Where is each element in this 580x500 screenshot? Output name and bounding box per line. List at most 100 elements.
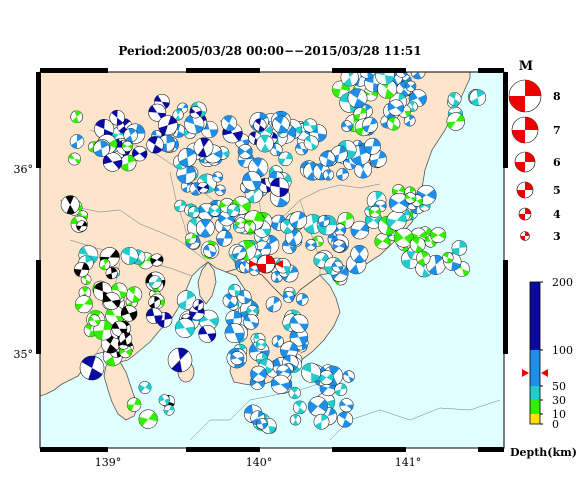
focal-mechanism <box>102 292 121 310</box>
focal-mechanism <box>126 286 143 303</box>
focal-mechanism <box>230 351 245 366</box>
focal-mechanism <box>158 115 178 136</box>
focal-mechanism <box>442 251 454 264</box>
focal-mechanism <box>243 220 256 234</box>
focal-mechanism <box>226 203 240 217</box>
depth-scale-label: Depth(km) <box>510 446 577 459</box>
focal-mechanism <box>93 320 114 341</box>
focal-mechanism <box>105 305 126 326</box>
focal-mechanism <box>451 240 468 256</box>
focal-mechanism <box>307 396 328 417</box>
focal-mechanism <box>174 199 187 213</box>
focal-mechanism <box>235 217 247 229</box>
focal-mechanism <box>163 404 175 416</box>
focal-mechanism <box>293 400 307 415</box>
focal-mechanism <box>197 181 209 194</box>
magnitude-legend-label: 6 <box>553 156 561 169</box>
focal-mechanism <box>176 290 197 310</box>
focal-mechanism <box>146 307 163 324</box>
focal-mechanism <box>271 374 291 394</box>
focal-mechanism <box>395 72 408 78</box>
focal-mechanism <box>369 150 387 168</box>
focal-mechanism <box>289 327 309 347</box>
focal-mechanism <box>387 99 405 116</box>
magnitude-legend-label: 5 <box>553 184 561 197</box>
focal-mechanism <box>167 347 193 373</box>
depth-tick-30: 30 <box>552 394 566 407</box>
focal-mechanism <box>93 140 110 158</box>
depth-tick-0: 0 <box>552 418 559 431</box>
focal-mechanism <box>175 318 195 338</box>
focal-mechanism <box>280 341 298 360</box>
focal-mechanism <box>121 140 133 152</box>
bathymetric-contour-2 <box>189 379 331 441</box>
focal-mechanism <box>296 293 309 306</box>
focal-mechanism <box>119 154 137 172</box>
focal-mechanism <box>256 134 274 153</box>
map-title: Period:2005/03/28 00:00−−2015/03/28 11:5… <box>118 44 422 58</box>
focal-mechanism <box>347 88 368 109</box>
focal-mechanism <box>425 254 446 275</box>
focal-mechanism <box>305 239 317 251</box>
focal-mechanism <box>303 135 319 151</box>
focal-mechanism <box>446 112 466 131</box>
depth-tick-50: 50 <box>552 380 566 393</box>
focal-mechanism <box>403 114 416 127</box>
focal-mechanism <box>282 291 295 303</box>
lat-tick-36: 36° <box>14 163 34 176</box>
magnitude-legend-header: M <box>519 59 533 74</box>
focal-mechanism <box>79 355 105 381</box>
focal-mechanism <box>255 339 267 350</box>
depth-color-scale <box>529 281 543 425</box>
focal-mechanism <box>123 128 138 143</box>
focal-mechanism <box>253 118 267 132</box>
focal-mechanism <box>430 227 447 244</box>
focal-mechanism <box>126 397 142 412</box>
focal-mechanism <box>404 192 417 204</box>
depth-tick-10: 10 <box>552 408 566 421</box>
focal-mechanism <box>132 146 148 162</box>
focal-mechanism <box>216 230 233 247</box>
focal-mechanism <box>60 195 80 215</box>
focal-mechanism <box>69 134 85 149</box>
depth-tick-100: 100 <box>552 344 573 357</box>
focal-mechanism <box>214 184 226 196</box>
lon-tick-139: 139° <box>95 456 122 469</box>
focal-mechanism <box>172 109 184 121</box>
focal-mechanism <box>339 398 354 413</box>
focal-mechanism <box>192 299 205 311</box>
focal-mechanism <box>250 365 267 383</box>
focal-mechanism <box>447 92 462 106</box>
magnitude-legend-symbol <box>518 207 532 221</box>
focal-mechanism <box>319 150 336 167</box>
focal-mechanism <box>94 119 115 139</box>
lon-tick-141: 141° <box>395 456 422 469</box>
lat-tick-35: 35° <box>14 348 34 361</box>
focal-mechanism <box>288 386 301 400</box>
focal-mechanism <box>271 335 284 348</box>
focal-mechanism <box>118 331 133 346</box>
focal-mechanism <box>337 411 353 428</box>
focal-mechanism <box>109 109 125 126</box>
magnitude-legend-label: 7 <box>553 124 561 137</box>
main-shock-depth-marker <box>522 369 548 377</box>
focal-mechanism <box>331 260 344 273</box>
focal-mechanism <box>187 206 200 219</box>
focal-mechanism <box>318 215 330 227</box>
focal-mechanism <box>177 147 197 167</box>
magnitude-legend: 8 7 6 5 4 3 <box>508 79 561 243</box>
focal-mechanism <box>138 409 158 429</box>
focal-mechanism <box>269 177 290 197</box>
focal-mechanism <box>270 214 287 231</box>
focal-mechanism <box>342 370 355 383</box>
focal-mechanism <box>405 80 417 92</box>
focal-mechanism <box>362 117 378 133</box>
focal-mechanism <box>195 218 215 238</box>
focal-mechanism <box>146 136 164 154</box>
focal-mechanism <box>313 413 330 430</box>
focal-mechanism <box>237 144 253 159</box>
focal-mechanism <box>278 151 293 167</box>
focal-mechanism <box>222 293 238 308</box>
focal-mechanism <box>148 275 162 289</box>
focal-mechanism <box>208 204 221 217</box>
